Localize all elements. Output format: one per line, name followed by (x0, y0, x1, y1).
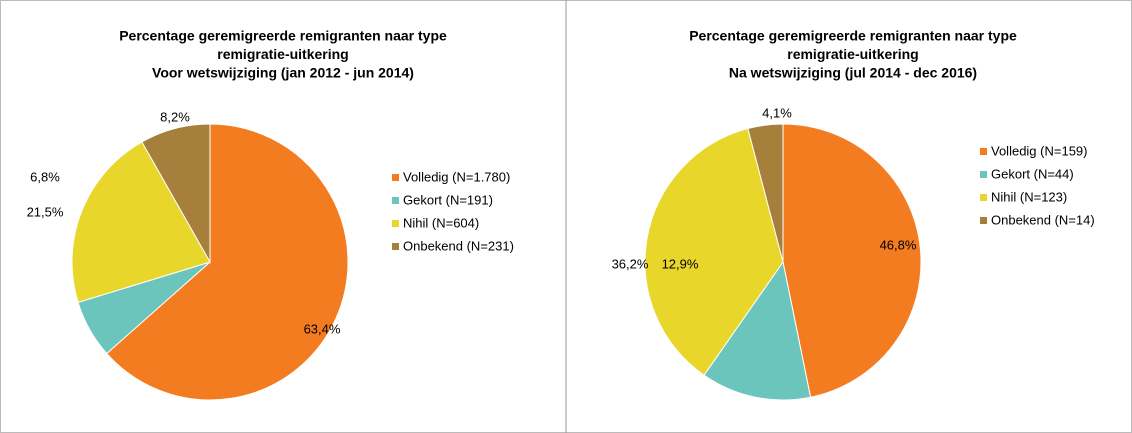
legend-label: Onbekend (N=231) (403, 238, 514, 253)
legend-swatch (392, 174, 399, 181)
legend-swatch (392, 197, 399, 204)
data-label: 46,8% (880, 237, 917, 252)
legend-label: Gekort (N=191) (403, 192, 493, 207)
legend-label: Volledig (N=159) (991, 143, 1087, 158)
pie-slice (644, 127, 784, 376)
pie-slice (782, 123, 922, 398)
pie-slice (71, 141, 211, 304)
chart-title: remigratie-uitkering (217, 46, 348, 62)
data-label: 8,2% (160, 109, 190, 124)
data-label: 36,2% (612, 256, 649, 271)
chart-title: Percentage geremigreerde remigranten naa… (689, 28, 1017, 44)
pie-slice (105, 123, 349, 401)
legend-swatch (392, 220, 399, 227)
pie-slice (703, 260, 812, 401)
legend-swatch (392, 243, 399, 250)
data-label: 21,5% (27, 204, 64, 219)
data-label: 63,4% (304, 321, 341, 336)
legend-label: Nihil (N=604) (403, 215, 479, 230)
legend-label: Nihil (N=123) (991, 189, 1067, 204)
data-label: 6,8% (30, 169, 60, 184)
data-label: 4,1% (762, 105, 792, 120)
legend-swatch (980, 148, 987, 155)
pie-slice (747, 123, 784, 263)
legend-swatch (980, 171, 987, 178)
chart-title: Voor wetswijziging (jan 2012 - jun 2014) (152, 65, 414, 81)
chart-title: remigratie-uitkering (787, 46, 918, 62)
legend-swatch (980, 217, 987, 224)
data-label: 12,9% (662, 256, 699, 271)
legend-swatch (980, 194, 987, 201)
chart-title: Na wetswijziging (jul 2014 - dec 2016) (729, 65, 977, 81)
pie-slice (141, 123, 211, 264)
legend-label: Gekort (N=44) (991, 166, 1074, 181)
legend-label: Onbekend (N=14) (991, 212, 1095, 227)
chart-title: Percentage geremigreerde remigranten naa… (119, 28, 447, 44)
legend-label: Volledig (N=1.780) (403, 169, 510, 184)
